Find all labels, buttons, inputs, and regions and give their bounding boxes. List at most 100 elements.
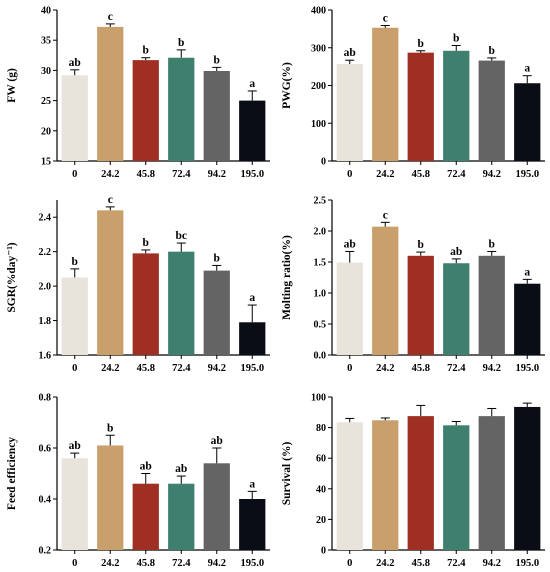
y-axis-title: Molting ratio(%) bbox=[281, 235, 293, 320]
x-tick-label: 195.0 bbox=[515, 169, 539, 180]
significance-letter: ab bbox=[450, 246, 462, 258]
x-tick-label: 72.4 bbox=[447, 363, 466, 374]
bar bbox=[443, 263, 470, 355]
y-tick-label: 40 bbox=[41, 6, 51, 17]
x-tick-label: 45.8 bbox=[412, 558, 430, 569]
y-tick-label: 1.0 bbox=[314, 289, 327, 300]
y-tick-label: 300 bbox=[311, 43, 326, 54]
x-tick-label: 72.4 bbox=[172, 558, 191, 569]
y-tick-label: 0.8 bbox=[39, 393, 52, 404]
x-tick-label: 195.0 bbox=[515, 558, 539, 569]
x-tick-label: 94.2 bbox=[208, 363, 226, 374]
y-tick-label: 1.5 bbox=[314, 258, 327, 269]
significance-letter: ab bbox=[211, 435, 223, 447]
bar bbox=[372, 27, 399, 162]
x-tick-label: 72.4 bbox=[447, 558, 466, 569]
bar bbox=[443, 50, 470, 161]
x-tick-label: 24.2 bbox=[101, 169, 119, 180]
x-tick-label: 0 bbox=[72, 169, 77, 180]
bar bbox=[478, 255, 505, 355]
x-tick-label: 195.0 bbox=[240, 169, 264, 180]
x-tick-label: 0 bbox=[72, 558, 77, 569]
x-tick-label: 94.2 bbox=[208, 169, 226, 180]
y-tick-label: 40 bbox=[316, 484, 326, 495]
y-tick-label: 2.0 bbox=[39, 282, 52, 293]
bar bbox=[407, 52, 434, 161]
y-axis-title: Feed efficiency bbox=[6, 437, 18, 510]
significance-letter: ab bbox=[344, 47, 356, 59]
bar bbox=[239, 100, 266, 161]
significance-letter: ab bbox=[344, 238, 356, 250]
bar bbox=[443, 425, 470, 550]
bar bbox=[336, 63, 363, 161]
y-tick-label: 0 bbox=[321, 546, 326, 557]
y-axis-title: PWG(%) bbox=[281, 62, 293, 109]
bar bbox=[336, 262, 363, 355]
significance-letter: b bbox=[214, 54, 220, 66]
x-tick-label: 94.2 bbox=[483, 558, 501, 569]
significance-letter: b bbox=[453, 32, 459, 44]
y-axis-title: SGR(%day⁻¹) bbox=[6, 242, 18, 312]
bar bbox=[372, 226, 399, 355]
x-tick-label: 195.0 bbox=[515, 363, 539, 374]
bar bbox=[239, 322, 266, 355]
bar bbox=[372, 420, 399, 550]
x-tick-label: 72.4 bbox=[172, 363, 191, 374]
x-tick-label: 94.2 bbox=[483, 363, 501, 374]
y-tick-label: 0.0 bbox=[314, 351, 327, 362]
bar bbox=[478, 60, 505, 161]
bar bbox=[407, 416, 434, 550]
y-tick-label: 20 bbox=[41, 126, 51, 137]
y-tick-label: 2.2 bbox=[39, 247, 52, 258]
significance-letter: c bbox=[383, 12, 388, 24]
y-tick-label: 25 bbox=[41, 96, 51, 107]
y-tick-label: 15 bbox=[41, 157, 51, 168]
bar bbox=[168, 251, 195, 355]
x-tick-label: 24.2 bbox=[376, 363, 394, 374]
bar bbox=[514, 283, 541, 355]
y-tick-label: 30 bbox=[41, 66, 51, 77]
y-tick-label: 35 bbox=[41, 36, 51, 47]
bar bbox=[61, 75, 88, 161]
significance-letter: b bbox=[418, 239, 424, 251]
significance-letter: c bbox=[383, 209, 388, 221]
significance-letter: b bbox=[178, 37, 184, 49]
chart-panel-5: 0 20 40 60 80 100 Survival (%) 0 24.2 45.8 72.4 94.… bbox=[281, 393, 545, 569]
bar bbox=[97, 210, 124, 355]
x-tick-label: 45.8 bbox=[137, 169, 155, 180]
y-tick-label: 0.5 bbox=[314, 320, 327, 331]
y-tick-label: 0 bbox=[321, 157, 326, 168]
significance-letter: a bbox=[249, 292, 255, 304]
bar bbox=[132, 253, 159, 355]
significance-letter: ab bbox=[69, 57, 81, 69]
y-tick-label: 2.0 bbox=[314, 227, 327, 238]
significance-letter: b bbox=[418, 38, 424, 50]
bar bbox=[97, 445, 124, 550]
bar bbox=[239, 499, 266, 550]
bar bbox=[514, 406, 541, 550]
bar bbox=[336, 422, 363, 550]
y-tick-label: 100 bbox=[311, 393, 326, 404]
chart-panel-0: 15 20 25 30 35 40 FW (g) ab 0 c 24.2 b 45.8 b 72.4 b 94.… bbox=[6, 6, 270, 180]
significance-letter: b bbox=[489, 45, 495, 57]
y-tick-label: 400 bbox=[311, 6, 326, 17]
y-tick-label: 60 bbox=[316, 454, 326, 465]
x-tick-label: 0 bbox=[72, 363, 77, 374]
x-tick-label: 0 bbox=[347, 363, 352, 374]
bar bbox=[97, 26, 124, 161]
significance-letter: c bbox=[108, 194, 113, 206]
significance-letter: a bbox=[249, 478, 255, 490]
bar bbox=[514, 83, 541, 161]
x-tick-label: 24.2 bbox=[101, 558, 119, 569]
significance-letter: b bbox=[143, 237, 149, 249]
x-tick-label: 24.2 bbox=[101, 363, 119, 374]
x-tick-label: 24.2 bbox=[376, 558, 394, 569]
bar bbox=[407, 255, 434, 355]
x-tick-label: 195.0 bbox=[240, 558, 264, 569]
x-tick-label: 24.2 bbox=[376, 169, 394, 180]
y-tick-label: 0.2 bbox=[39, 546, 52, 557]
bar bbox=[132, 60, 159, 161]
bar bbox=[61, 458, 88, 550]
